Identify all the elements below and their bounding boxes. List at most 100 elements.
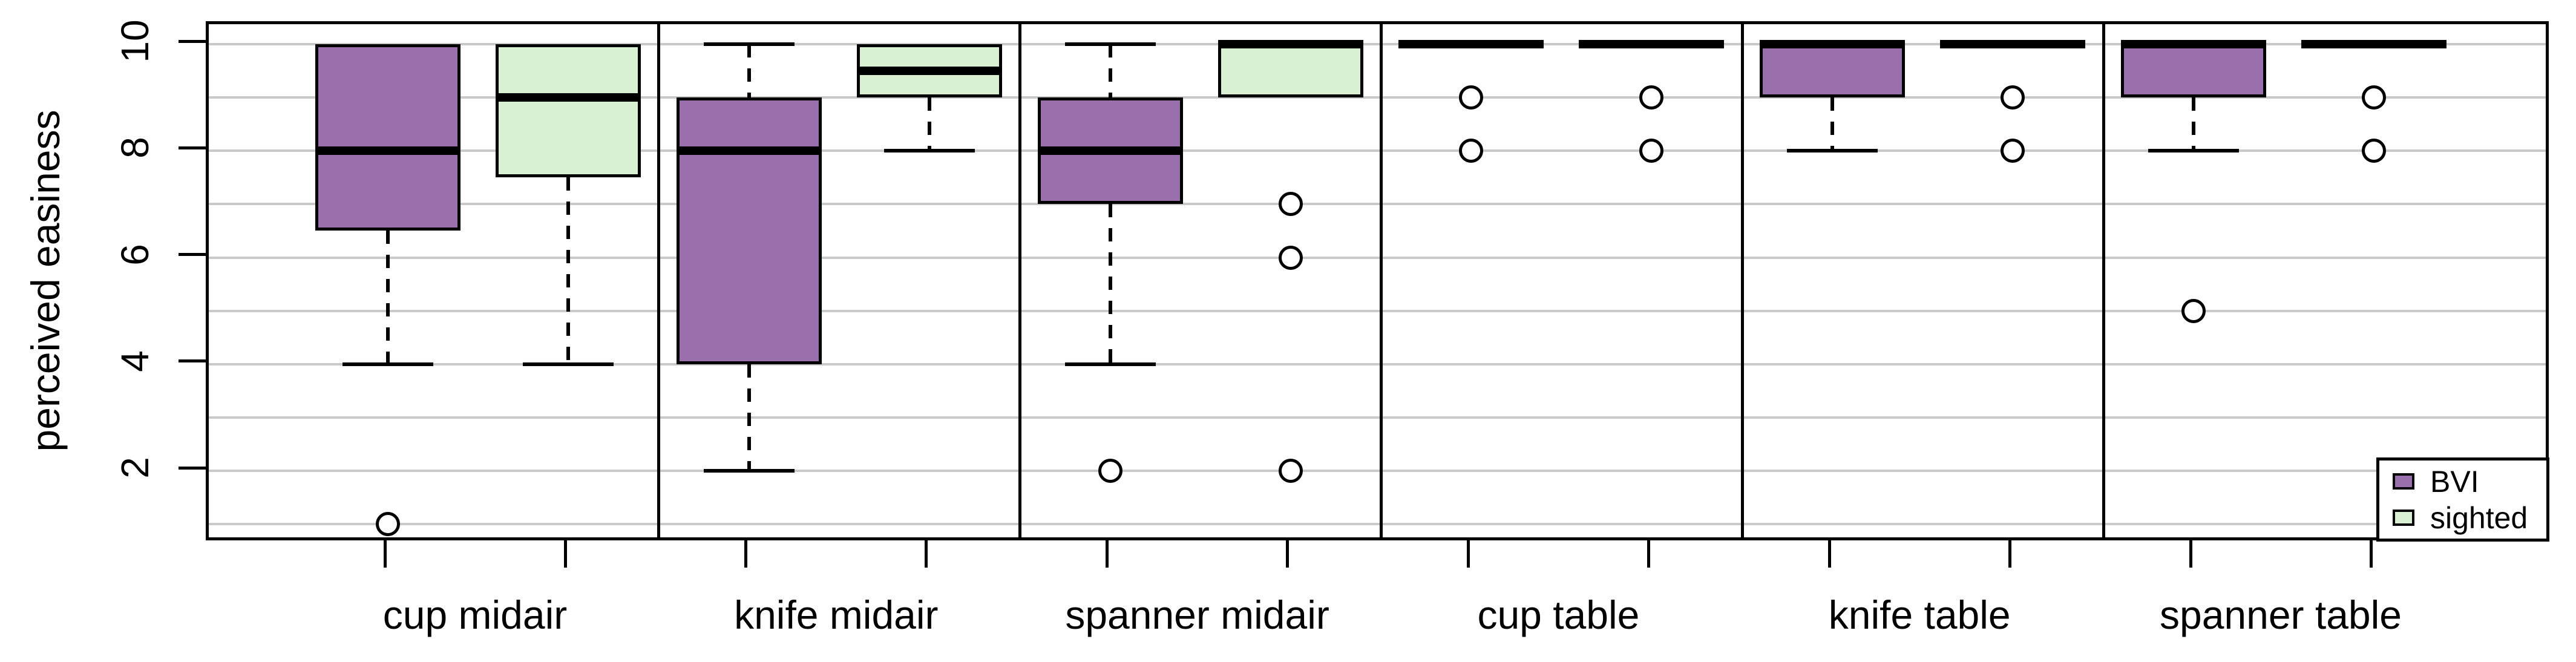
x-category-label: cup midair [382, 592, 568, 637]
lower-whisker-bvi-cup-midair [386, 231, 390, 364]
gridline-3 [209, 416, 2546, 419]
x-tick-sighted-knife-table [2008, 540, 2011, 568]
median-sighted-spanner-midair [1218, 40, 1363, 48]
x-category-label: cup table [1477, 592, 1640, 637]
lower-whisker-cap-bvi-cup-midair [342, 362, 433, 366]
x-tick-sighted-cup-midair [563, 540, 567, 568]
x-tick-sighted-cup-table [1647, 540, 1650, 568]
legend-item-sighted: sighted [2393, 503, 2546, 533]
legend-item-bvi: BVI [2393, 467, 2546, 497]
upper-whisker-cap-bvi-knife-midair [703, 42, 795, 46]
median-bvi-spanner-midair [1037, 146, 1183, 156]
legend-swatch-sighted [2393, 510, 2414, 526]
outlier-sighted-cup-table-9 [1639, 85, 1664, 110]
gridline-4 [209, 362, 2546, 365]
median-sighted-cup-midair [496, 93, 641, 102]
median-sighted-spanner-table [2301, 40, 2447, 48]
outlier-bvi-spanner-table-5 [2181, 298, 2206, 323]
outlier-sighted-cup-table-8 [1639, 139, 1664, 163]
outlier-bvi-spanner-midair-2 [1098, 459, 1122, 483]
panel-divider-5 [2102, 24, 2105, 537]
y-tick-2 [179, 466, 206, 470]
lower-whisker-cap-bvi-spanner-table [2148, 149, 2239, 153]
x-tick-sighted-spanner-table [2369, 540, 2373, 568]
y-tick-label-2: 2 [113, 457, 157, 479]
upper-whisker-bvi-knife-midair [747, 44, 751, 98]
gridline-2 [209, 470, 2546, 472]
upper-whisker-cap-bvi-spanner-midair [1064, 42, 1156, 46]
lower-whisker-bvi-knife-table [1830, 97, 1835, 151]
x-category-label: spanner table [2160, 592, 2402, 637]
outlier-bvi-cup-midair-1 [376, 512, 400, 537]
gridline-7 [209, 203, 2546, 206]
outlier-sighted-knife-table-8 [2001, 139, 2025, 163]
gridline-10 [209, 43, 2546, 45]
legend-swatch-bvi [2393, 473, 2414, 490]
gridline-5 [209, 309, 2546, 312]
y-tick-10 [179, 39, 206, 43]
median-bvi-knife-midair [676, 146, 822, 156]
y-tick-label-8: 8 [113, 137, 157, 159]
x-tick-bvi-spanner-midair [1106, 540, 1109, 568]
outlier-sighted-spanner-midair-2 [1278, 459, 1303, 483]
box-bvi-cup-midair [315, 44, 460, 231]
panel-divider-4 [1740, 24, 1744, 537]
box-bvi-spanner-table [2121, 44, 2266, 98]
outlier-sighted-spanner-midair-7 [1278, 192, 1303, 217]
lower-whisker-sighted-cup-midair [566, 177, 570, 364]
gridline-1 [209, 523, 2546, 526]
lower-whisker-bvi-spanner-midair [1108, 204, 1112, 364]
panel-divider-2 [1018, 24, 1021, 537]
median-sighted-cup-table [1579, 40, 1725, 48]
gridline-6 [209, 256, 2546, 259]
upper-whisker-bvi-spanner-midair [1108, 44, 1112, 98]
x-tick-bvi-cup-midair [383, 540, 387, 568]
lower-whisker-cap-bvi-spanner-midair [1064, 362, 1156, 366]
x-tick-sighted-spanner-midair [1286, 540, 1290, 568]
outlier-bvi-cup-table-9 [1459, 85, 1484, 110]
lower-whisker-cap-sighted-cup-midair [523, 362, 614, 366]
y-tick-4 [179, 359, 206, 363]
x-tick-bvi-spanner-table [2189, 540, 2192, 568]
panel-divider-3 [1379, 24, 1383, 537]
lower-whisker-cap-sighted-knife-midair [883, 149, 975, 153]
median-bvi-cup-table [1398, 40, 1544, 48]
panel-divider-1 [657, 24, 660, 537]
y-axis-title: perceived easiness [23, 110, 68, 452]
legend: BVI sighted [2376, 457, 2549, 542]
gridline-8 [209, 149, 2546, 152]
legend-label-bvi: BVI [2430, 464, 2479, 499]
y-tick-label-4: 4 [113, 350, 157, 372]
median-bvi-spanner-table [2121, 40, 2266, 48]
x-tick-bvi-knife-table [1827, 540, 1831, 568]
median-sighted-knife-table [1940, 40, 2086, 48]
x-tick-sighted-knife-midair [925, 540, 928, 568]
box-bvi-knife-table [1760, 44, 1906, 98]
lower-whisker-cap-bvi-knife-midair [703, 469, 795, 473]
x-category-label: spanner midair [1065, 592, 1329, 637]
y-tick-label-10: 10 [113, 19, 157, 63]
lower-whisker-cap-bvi-knife-table [1787, 149, 1878, 153]
median-bvi-cup-midair [315, 146, 460, 156]
box-sighted-cup-midair [496, 44, 641, 178]
median-sighted-knife-midair [856, 67, 1002, 76]
x-category-label: knife midair [734, 592, 939, 637]
outlier-sighted-spanner-table-8 [2362, 139, 2386, 163]
lower-whisker-sighted-knife-midair [927, 97, 931, 151]
x-tick-bvi-cup-table [1466, 540, 1470, 568]
x-category-label: knife table [1828, 592, 2011, 637]
gridline-9 [209, 96, 2546, 99]
box-bvi-knife-midair [676, 97, 822, 364]
plot-area [206, 21, 2549, 540]
outlier-sighted-knife-table-9 [2001, 85, 2025, 110]
outlier-sighted-spanner-table-9 [2362, 85, 2386, 110]
lower-whisker-bvi-spanner-table [2192, 97, 2195, 151]
y-tick-8 [179, 146, 206, 149]
y-tick-label-6: 6 [113, 243, 157, 266]
legend-label-sighted: sighted [2430, 500, 2528, 535]
y-tick-6 [179, 253, 206, 256]
outlier-bvi-cup-table-8 [1459, 139, 1484, 163]
outlier-sighted-spanner-midair-6 [1278, 245, 1303, 270]
box-sighted-spanner-midair [1218, 44, 1363, 98]
